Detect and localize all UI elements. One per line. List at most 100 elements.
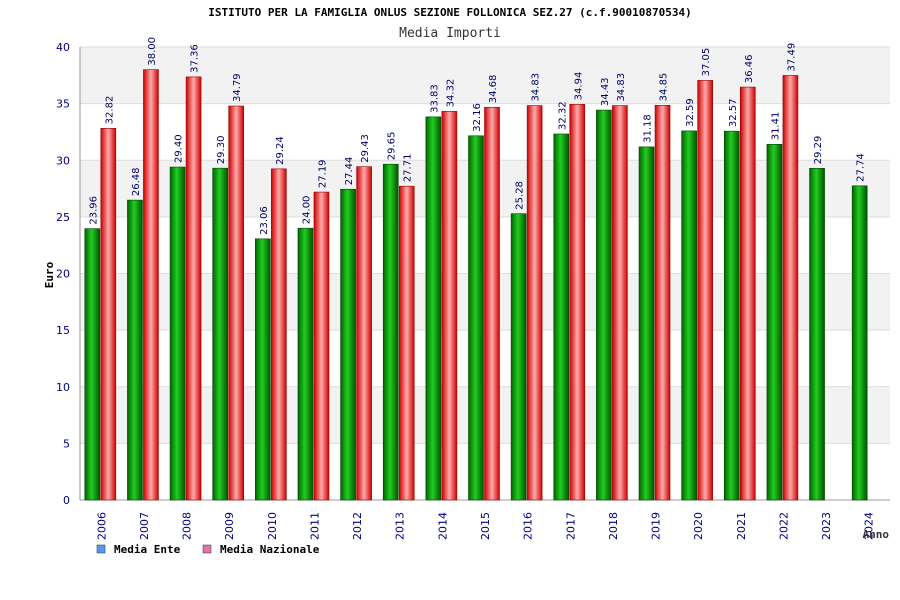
x-tick-labels: 2006 2007 2008 2009 2010 2011 2012 2013 2014 2015… xyxy=(95,512,875,540)
bars xyxy=(84,69,868,501)
y-tick-label: 15 xyxy=(56,324,70,337)
bar-media-nazionale xyxy=(612,105,628,501)
data-label-media-ente: 29.30 xyxy=(216,136,227,165)
x-tick-label: 2021 xyxy=(735,512,748,540)
x-tick-label: 2020 xyxy=(692,512,705,540)
bar-media-nazionale xyxy=(697,80,713,501)
bar-media-ente xyxy=(851,185,868,501)
y-tick-label: 30 xyxy=(56,154,70,167)
legend-label-media-nazionale: Media Nazionale xyxy=(220,543,320,556)
data-label-media-ente: 32.59 xyxy=(685,98,696,127)
data-label-media-ente: 31.18 xyxy=(643,114,654,143)
data-label-media-nazionale: 34.32 xyxy=(445,79,456,108)
data-label-media-nazionale: 34.83 xyxy=(616,73,627,102)
y-axis-label: Euro xyxy=(43,261,56,288)
bar-media-ente xyxy=(425,116,442,501)
bar-media-ente xyxy=(340,188,356,501)
data-label-media-ente: 24.00 xyxy=(301,196,312,225)
bar-media-nazionale xyxy=(654,105,671,501)
x-axis-label: Anno xyxy=(863,528,890,541)
bar-media-nazionale xyxy=(441,111,458,501)
y-tick-label: 5 xyxy=(63,437,70,450)
bar-media-ente xyxy=(596,109,612,501)
bar-media-ente xyxy=(255,238,271,501)
bar-media-ente xyxy=(510,213,527,501)
x-tick-label: 2008 xyxy=(181,512,194,540)
bar-media-nazionale xyxy=(185,76,202,501)
bar-media-ente xyxy=(468,135,484,501)
bar-media-nazionale xyxy=(526,105,543,501)
data-label-media-ente: 29.65 xyxy=(387,132,398,161)
data-label-media-nazionale: 38.00 xyxy=(147,37,158,66)
chart-title: ISTITUTO PER LA FAMIGLIA ONLUS SEZIONE F… xyxy=(208,6,691,19)
data-label-media-nazionale: 34.79 xyxy=(232,73,243,102)
bar-media-ente xyxy=(297,227,314,501)
bar-media-nazionale xyxy=(569,104,586,501)
bar-media-ente xyxy=(638,146,655,501)
bar-media-nazionale xyxy=(228,105,245,501)
data-label-media-nazionale: 32.82 xyxy=(104,96,115,125)
bar-media-ente xyxy=(553,133,570,501)
data-label-media-nazionale: 29.24 xyxy=(275,136,286,165)
x-tick-label: 2016 xyxy=(522,512,535,540)
data-label-media-ente: 29.29 xyxy=(813,136,824,165)
bar-media-ente xyxy=(766,143,783,501)
bar-media-nazionale xyxy=(143,69,159,501)
data-label-media-nazionale: 37.49 xyxy=(786,43,797,72)
data-label-media-nazionale: 29.43 xyxy=(360,134,371,163)
data-label-media-nazionale: 36.46 xyxy=(744,54,755,83)
bar-media-ente xyxy=(84,228,101,501)
data-label-media-ente: 27.44 xyxy=(344,157,355,186)
x-tick-label: 2018 xyxy=(607,512,620,540)
bar-media-ente xyxy=(723,130,740,501)
x-tick-label: 2010 xyxy=(266,512,279,540)
x-tick-label: 2015 xyxy=(479,512,492,540)
data-label-media-ente: 23.96 xyxy=(88,196,99,225)
x-tick-label: 2006 xyxy=(95,512,108,540)
x-tick-label: 2013 xyxy=(394,512,407,540)
y-tick-label: 40 xyxy=(56,41,70,54)
data-label-media-ente: 33.83 xyxy=(429,84,440,113)
chart-subtitle: Media Importi xyxy=(399,26,501,41)
y-tick-label: 35 xyxy=(56,98,70,111)
x-tick-label: 2023 xyxy=(820,512,833,540)
x-tick-label: 2017 xyxy=(564,512,577,540)
bar-media-ente xyxy=(681,130,697,501)
grid-band xyxy=(80,47,890,104)
data-label-media-ente: 29.40 xyxy=(174,134,185,163)
x-tick-label: 2012 xyxy=(351,512,364,540)
y-tick-labels: 0 5 10 15 20 25 30 35 40 xyxy=(56,41,70,507)
data-label-media-nazionale: 34.85 xyxy=(659,73,670,102)
data-label-media-ente: 25.28 xyxy=(515,181,526,210)
data-label-media-ente: 27.74 xyxy=(856,153,867,182)
data-label-media-nazionale: 27.71 xyxy=(403,154,414,183)
data-label-media-ente: 34.43 xyxy=(600,77,611,106)
data-labels: 23.96 32.82 26.48 38.00 29.40 37.36 29.30 34.79… xyxy=(88,37,866,235)
data-label-media-ente: 26.48 xyxy=(131,167,142,196)
bar-media-ente xyxy=(127,199,143,501)
y-tick-label: 10 xyxy=(56,381,70,394)
data-label-media-nazionale: 27.19 xyxy=(317,159,328,188)
data-label-media-nazionale: 34.83 xyxy=(531,73,542,102)
legend-swatch-media-ente xyxy=(96,544,106,554)
data-label-media-nazionale: 34.68 xyxy=(488,75,499,104)
bar-media-nazionale xyxy=(356,166,372,501)
bar-media-nazionale xyxy=(313,191,330,501)
legend-label-media-ente: Media Ente xyxy=(114,543,181,556)
bar-media-nazionale xyxy=(739,86,756,501)
legend: Media Ente Media Nazionale xyxy=(96,543,320,556)
data-label-media-ente: 23.06 xyxy=(259,206,270,235)
x-tick-label: 2009 xyxy=(223,512,236,540)
legend-swatch-media-nazionale xyxy=(202,544,212,554)
bar-media-nazionale xyxy=(100,128,117,501)
bar-media-nazionale xyxy=(398,185,415,501)
y-tick-label: 20 xyxy=(56,268,70,281)
data-label-media-ente: 32.32 xyxy=(557,101,568,130)
bar-media-ente xyxy=(169,166,186,501)
bar-media-nazionale xyxy=(484,106,500,501)
x-tick-label: 2011 xyxy=(308,512,321,540)
x-tick-label: 2014 xyxy=(436,512,449,540)
x-tick-label: 2019 xyxy=(650,512,663,540)
bar-media-ente xyxy=(809,167,825,501)
bar-media-ente xyxy=(382,163,399,501)
